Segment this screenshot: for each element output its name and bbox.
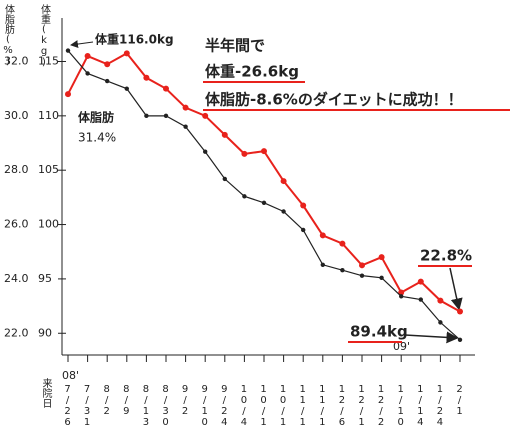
y2-axis-label: 体重(kg) — [39, 4, 51, 68]
y-tick-label: 26.0 — [4, 218, 29, 231]
data-point — [261, 200, 267, 206]
data-point — [144, 113, 149, 119]
data-point — [438, 320, 443, 325]
x-tick-label: 8/9 — [121, 384, 132, 417]
data-point — [399, 294, 404, 299]
data-point — [182, 104, 189, 111]
y2-tick-label: 90 — [38, 326, 52, 339]
data-point — [123, 50, 130, 57]
annotation: 31.4% — [78, 131, 116, 145]
data-point — [65, 48, 71, 53]
data-point — [437, 297, 444, 304]
annotation: 体脂肪-8.6%のダイエットに成功！！ — [205, 91, 463, 109]
data-point — [398, 289, 405, 296]
data-point — [163, 113, 169, 119]
y2-tick-label: 100 — [38, 218, 59, 231]
data-point — [319, 232, 326, 239]
annotation: 体脂肪 — [78, 110, 114, 125]
data-point — [300, 202, 307, 209]
annotation: 体重116.0kg — [95, 32, 174, 47]
x-tick-label: 12/6 — [336, 384, 347, 426]
x-tick-label: 10/4 — [238, 384, 249, 426]
year-label: 09' — [393, 340, 410, 353]
y-tick-label: 28.0 — [4, 163, 29, 176]
data-point — [163, 85, 169, 92]
data-point — [221, 131, 228, 138]
y-tick-label: 22.0 — [4, 326, 29, 339]
data-point — [379, 275, 384, 281]
data-point — [320, 262, 325, 267]
x-tick-label: 2/1 — [454, 384, 465, 417]
data-point — [378, 254, 385, 261]
data-point — [222, 176, 227, 182]
data-point — [261, 148, 267, 155]
annotation: 22.8% — [420, 247, 472, 265]
arrow — [449, 267, 463, 311]
x-tick-label: 7/26 — [62, 384, 73, 426]
y2-tick-label: 105 — [38, 163, 59, 176]
data-point — [339, 240, 346, 247]
data-point — [418, 297, 423, 302]
x-axis-label: 来院日 — [40, 378, 52, 408]
data-point — [241, 150, 248, 157]
data-point — [104, 61, 111, 68]
y-tick-label: 30.0 — [4, 109, 29, 122]
data-point — [143, 74, 150, 81]
arrow — [404, 331, 459, 344]
data-point — [85, 71, 90, 76]
x-tick-label: 12/13 — [356, 384, 367, 426]
x-tick-label: 10/18 — [278, 384, 289, 426]
data-point — [359, 262, 365, 269]
x-tick-label: 1/10 — [395, 384, 406, 426]
data-point — [457, 308, 463, 315]
data-point — [280, 178, 287, 185]
data-point — [183, 124, 188, 129]
x-tick-label: 1/14 — [415, 384, 426, 426]
y-tick-label: 24.0 — [4, 272, 29, 285]
x-tick-label: 12/20 — [376, 384, 387, 426]
data-point — [242, 194, 247, 199]
data-point — [301, 227, 306, 233]
year-label: 08' — [62, 369, 79, 382]
x-tick-label: 11/1 — [297, 384, 308, 426]
data-point — [281, 209, 286, 214]
y2-tick-label: 95 — [38, 272, 52, 285]
data-point — [84, 53, 91, 60]
x-tick-label: 1/24 — [434, 384, 445, 426]
annotation: 体重-26.6kg — [205, 63, 299, 81]
data-point — [202, 112, 209, 119]
x-tick-label: 9/10 — [199, 384, 210, 426]
data-point — [105, 78, 110, 84]
x-tick-label: 11/15 — [317, 384, 328, 426]
y-axis-label: 体脂肪(%) — [3, 4, 15, 67]
x-tick-label: 7/31 — [82, 384, 93, 426]
data-point — [65, 91, 71, 98]
x-tick-label: 9/2 — [180, 384, 191, 417]
data-point — [457, 337, 463, 342]
y2-tick-label: 115 — [38, 54, 59, 67]
data-point — [359, 273, 365, 278]
annotation: 半年間で — [205, 37, 265, 55]
y2-tick-label: 110 — [38, 109, 59, 122]
annotation: 89.4kg — [350, 323, 408, 341]
arrow — [70, 40, 94, 49]
x-tick-label: 8/30 — [160, 384, 171, 426]
x-tick-label: 8/2 — [101, 384, 112, 417]
x-tick-label: 8/13 — [140, 384, 151, 426]
x-tick-label: 9/24 — [219, 384, 230, 426]
y-tick-label: 32.0 — [4, 54, 29, 67]
data-point — [124, 86, 129, 91]
data-point — [417, 278, 424, 285]
x-tick-label: 10/15 — [258, 384, 269, 426]
data-point — [340, 268, 345, 273]
data-point — [203, 149, 208, 154]
